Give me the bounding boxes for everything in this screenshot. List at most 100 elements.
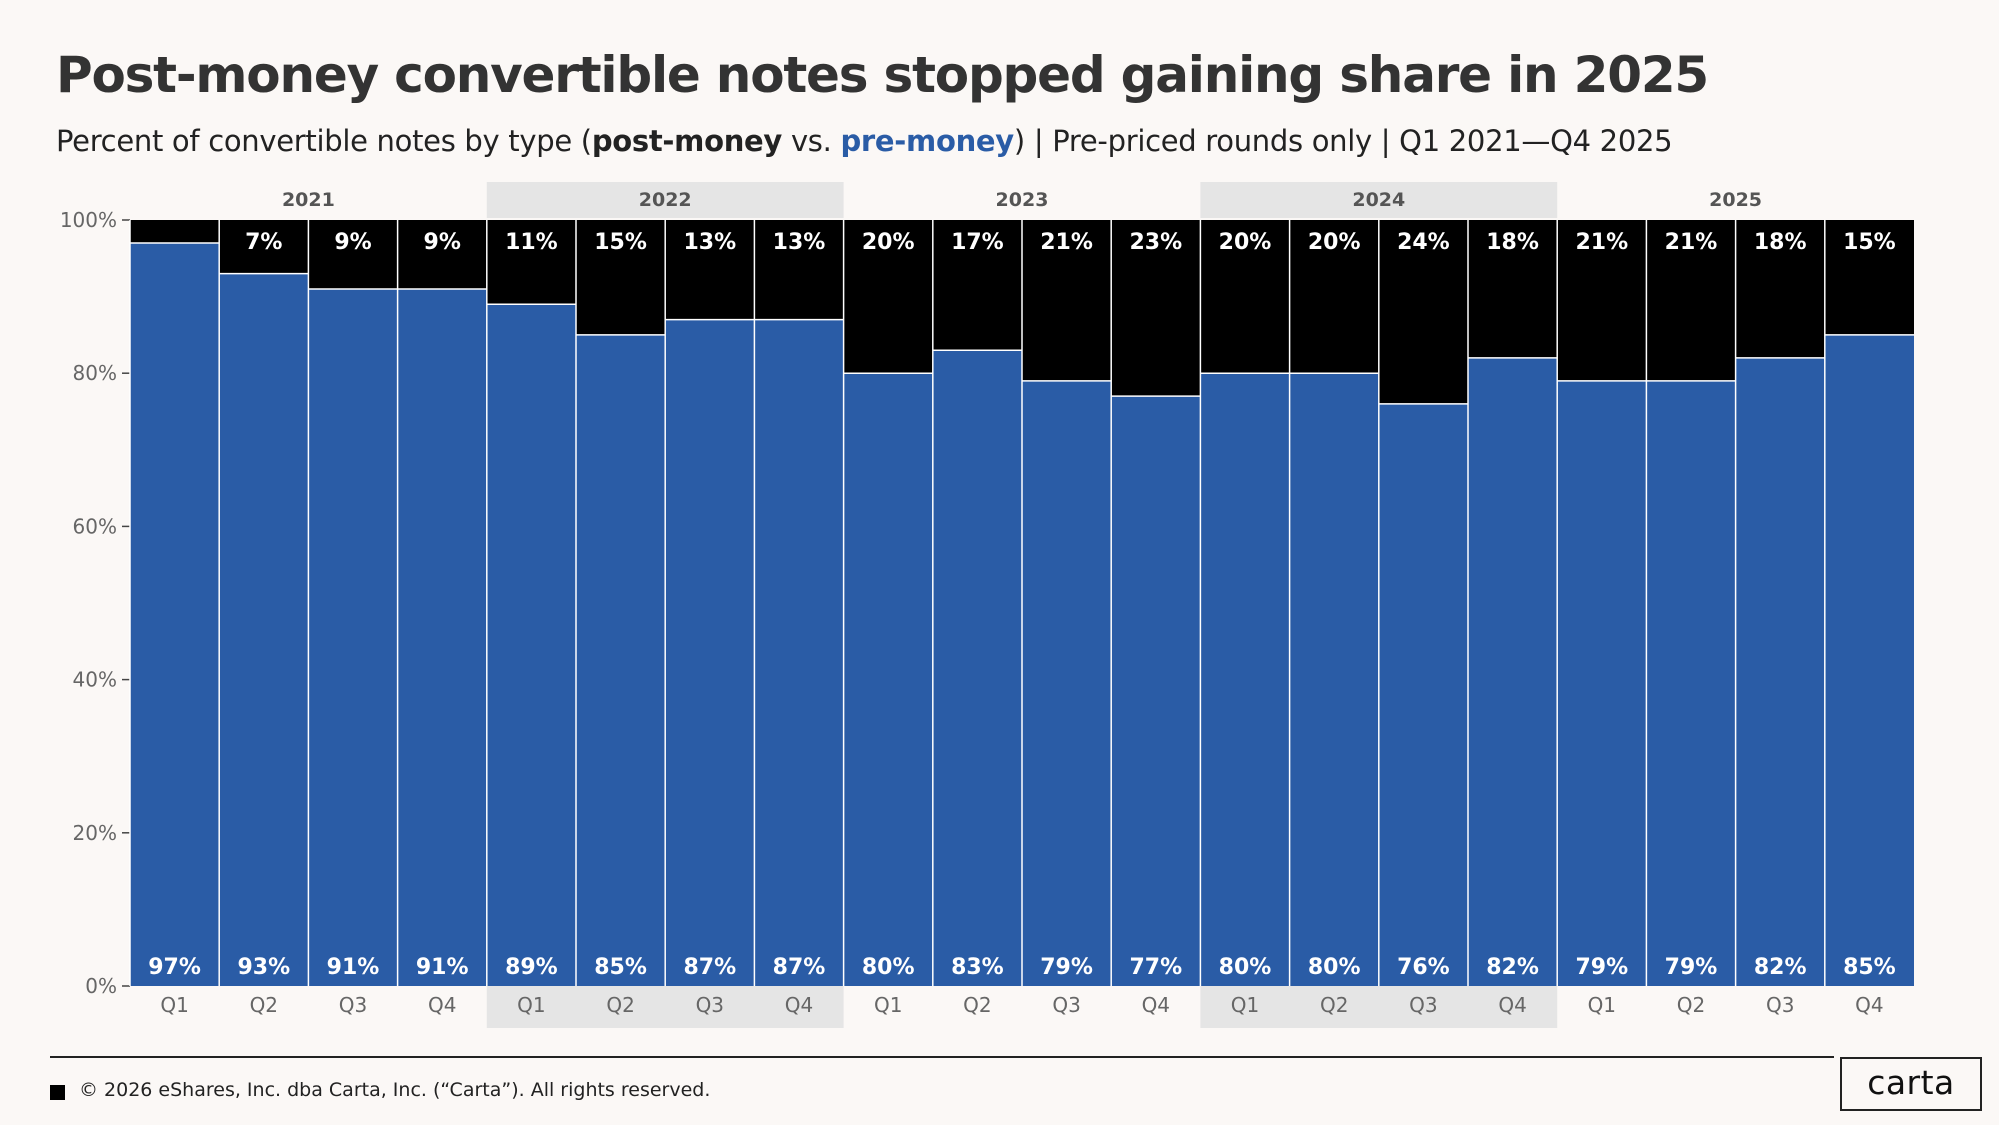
- x-tick-label: Q1: [160, 993, 188, 1017]
- y-tick-label: 100%: [60, 208, 117, 232]
- data-label-pre-money: 80%: [1219, 955, 1272, 980]
- x-tick-label: Q2: [1320, 993, 1348, 1017]
- data-label-post-money: 21%: [1040, 230, 1093, 255]
- bar-post-money: [1111, 220, 1201, 397]
- data-label-post-money: 23%: [1129, 230, 1182, 255]
- bar-pre-money: [1735, 357, 1825, 986]
- data-label-post-money: 13%: [773, 230, 826, 255]
- data-label-post-money: 18%: [1486, 230, 1539, 255]
- chart-subtitle: Percent of convertible notes by type (po…: [56, 124, 1673, 158]
- data-label-post-money: 20%: [1308, 230, 1361, 255]
- x-tick-label: Q1: [1588, 993, 1616, 1017]
- bar-post-money: [219, 220, 309, 274]
- y-tick-label: 40%: [73, 668, 117, 692]
- bar-pre-money: [1200, 373, 1290, 986]
- bar-post-money: [1022, 220, 1112, 381]
- data-label-post-money: 18%: [1754, 230, 1807, 255]
- x-tick-label: Q3: [1409, 993, 1437, 1017]
- data-label-post-money: 21%: [1665, 230, 1718, 255]
- data-label-post-money: 11%: [505, 230, 558, 255]
- subtitle-prefix: Percent of convertible notes by type (: [56, 124, 592, 158]
- data-label-pre-money: 91%: [416, 955, 469, 980]
- bar-pre-money: [308, 288, 398, 986]
- bar-post-money: [754, 220, 844, 320]
- x-tick-label: Q4: [785, 993, 813, 1017]
- year-band-top: [486, 182, 844, 218]
- y-tick-label: 20%: [73, 821, 117, 845]
- bar-post-money: [1557, 220, 1647, 381]
- year-label: 2023: [996, 189, 1049, 211]
- bar-post-money: [130, 220, 220, 243]
- bar-pre-money: [754, 319, 844, 987]
- x-tick-label: Q2: [1677, 993, 1705, 1017]
- bar-pre-money: [576, 334, 666, 986]
- year-band-top: [1200, 182, 1558, 218]
- data-label-pre-money: 82%: [1754, 955, 1807, 980]
- bar-post-money: [1378, 220, 1468, 404]
- x-tick-label: Q3: [339, 993, 367, 1017]
- x-tick-label: Q2: [606, 993, 634, 1017]
- x-tick-label: Q2: [963, 993, 991, 1017]
- data-label-pre-money: 85%: [1843, 955, 1896, 980]
- bar-post-money: [486, 220, 576, 305]
- data-label-pre-money: 93%: [237, 955, 290, 980]
- data-label-pre-money: 89%: [505, 955, 558, 980]
- data-label-post-money: 7%: [245, 230, 282, 255]
- data-label-pre-money: 82%: [1486, 955, 1539, 980]
- year-band-bottom: [486, 986, 844, 1028]
- bar-pre-money: [219, 273, 309, 986]
- bar-post-money: [665, 220, 755, 320]
- data-label-pre-money: 97%: [148, 955, 201, 980]
- bar-post-money: [1646, 220, 1736, 381]
- data-label-pre-money: 85%: [594, 955, 647, 980]
- year-label: 2021: [282, 189, 335, 211]
- stacked-bar-chart: 2021 2022 2023 2024 2025 0% 20% 40% 60% 80% 100% 97…: [60, 182, 1914, 1028]
- year-band-bottom: [1200, 986, 1558, 1028]
- data-label-pre-money: 76%: [1397, 955, 1450, 980]
- data-label-pre-money: 80%: [1308, 955, 1361, 980]
- bar-pre-money: [1289, 373, 1379, 986]
- data-label-post-money: 17%: [951, 230, 1004, 255]
- bar-pre-money: [1378, 403, 1468, 987]
- bar-post-money: [308, 220, 398, 289]
- data-label-pre-money: 91%: [327, 955, 380, 980]
- data-label-post-money: 21%: [1575, 230, 1628, 255]
- data-label-post-money: 9%: [334, 230, 371, 255]
- year-label: 2022: [639, 189, 692, 211]
- bar-post-money: [932, 220, 1022, 351]
- bar-post-money: [576, 220, 666, 335]
- bar-pre-money: [1022, 380, 1112, 986]
- data-label-post-money: 9%: [424, 230, 461, 255]
- x-tick-label: Q3: [1052, 993, 1080, 1017]
- bar-pre-money: [1646, 380, 1736, 986]
- subtitle-suffix: ) | Pre-priced rounds only | Q1 2021—Q4 …: [1013, 124, 1673, 158]
- x-tick-label: Q4: [1142, 993, 1170, 1017]
- bar-pre-money: [486, 304, 576, 986]
- data-label-pre-money: 79%: [1575, 955, 1628, 980]
- data-label-pre-money: 83%: [951, 955, 1004, 980]
- x-tick-label: Q3: [1766, 993, 1794, 1017]
- data-label-pre-money: 79%: [1665, 955, 1718, 980]
- data-label-pre-money: 77%: [1129, 955, 1182, 980]
- bar-pre-money: [932, 350, 1022, 987]
- bar-pre-money: [1468, 357, 1558, 986]
- data-label-post-money: 13%: [683, 230, 736, 255]
- bar-post-money: [1735, 220, 1825, 358]
- bar-pre-money: [397, 288, 487, 986]
- data-label-pre-money: 87%: [683, 955, 736, 980]
- bar-pre-money: [843, 373, 933, 986]
- bar-pre-money: [130, 242, 220, 987]
- bar-post-money: [1824, 220, 1914, 335]
- bar-pre-money: [1824, 334, 1914, 986]
- x-tick-label: Q1: [874, 993, 902, 1017]
- x-tick-label: Q4: [1855, 993, 1883, 1017]
- x-tick-label: Q4: [428, 993, 456, 1017]
- carta-logo: carta: [1840, 1057, 1982, 1111]
- footer-square-icon: [50, 1085, 65, 1100]
- footer-divider: [50, 1056, 1834, 1058]
- x-tick-label: Q1: [1231, 993, 1259, 1017]
- data-label-pre-money: 79%: [1040, 955, 1093, 980]
- bar-pre-money: [665, 319, 755, 987]
- x-tick-label: Q4: [1498, 993, 1526, 1017]
- data-label-pre-money: 80%: [862, 955, 915, 980]
